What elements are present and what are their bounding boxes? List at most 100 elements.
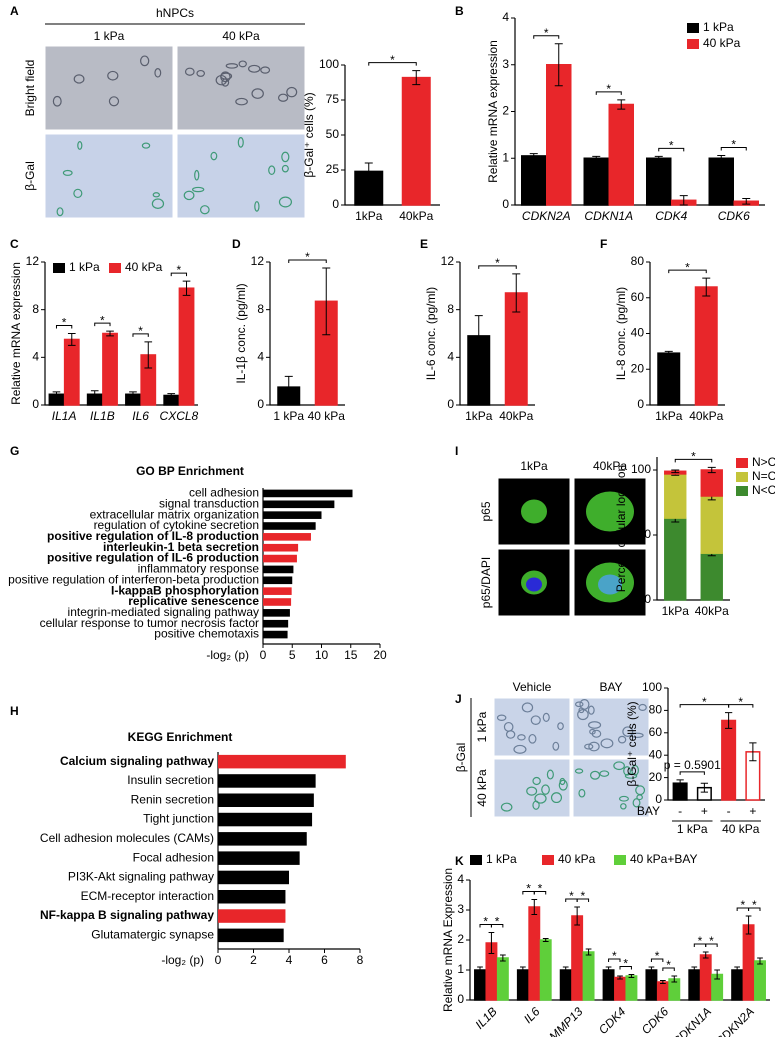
error-bar [364,162,373,181]
bar [263,511,322,519]
bar [474,969,486,1001]
error-bar [664,350,673,356]
cell [251,88,264,99]
cell [260,66,271,74]
error-bar [734,966,740,974]
legend-swatch [109,263,121,273]
significance-label: * [666,958,671,972]
image-row-label: 40 kPa [475,769,489,807]
y-category-label: cell adhesion [189,486,259,500]
panel-letter: C [10,237,19,251]
panel-letter: K [455,854,464,868]
legend-label: N<C [752,483,775,497]
cell [152,192,161,198]
bar [614,976,626,1001]
error-bar [660,980,666,984]
cell [532,776,541,786]
legend-label: N=C [752,469,775,483]
cell [505,730,516,739]
cell [281,164,289,173]
significance-label: * [100,313,105,327]
x-tick-label: 20 [373,648,387,662]
error-bar [605,966,612,974]
cell [254,201,260,212]
bar [263,630,288,639]
bar [263,554,297,563]
y-tick-label: 8 [447,302,454,316]
significance-label: * [691,450,696,464]
legend-swatch [470,855,482,865]
significance-label: * [138,324,143,338]
y-category-label: inflammatory response [138,562,260,576]
y-tick-label: 0 [655,792,662,806]
bar [645,969,658,1001]
y-category-label: interleukin-1 beta secretion [103,540,259,554]
panel-letter: J [455,692,462,706]
y-tick-label: 4 [502,10,509,24]
x-tick-label: 2 [250,953,257,967]
x-tick-label: 1kPa [355,209,383,223]
cell [199,205,210,215]
error-bar [474,315,483,357]
bar [401,76,431,206]
significance-bracket [595,91,622,95]
significance-label: * [495,256,500,270]
error-bar [67,333,76,346]
bar [700,495,723,554]
cell [215,74,228,86]
significance-bracket [668,269,707,274]
bar [263,500,335,509]
cell [52,95,62,107]
error-bar [702,951,709,959]
cell [210,151,218,161]
x-tick-label: CDKN2A [522,209,571,223]
y-tick-label: 4 [32,350,39,364]
error-bar [628,974,635,978]
image-column-label: 40 kPa [222,29,260,43]
panel-letter: A [10,4,19,18]
y-category-label: positive chemotaxis [154,627,259,641]
significance-bracket [55,325,73,329]
y-category-label: Focal adhesion [133,850,214,864]
y-axis-label: β-Gal⁺ cells (%) [302,92,316,177]
significance-label: * [526,882,531,896]
error-bar [520,966,526,974]
x-tick-label: CDKN1A [584,209,633,223]
bar [516,969,529,1001]
y-tick-label: 12 [251,254,265,268]
y-tick-label: 40 [649,747,663,761]
significance-label: * [305,250,310,264]
bar [263,609,290,617]
significance-label: * [538,882,543,896]
x-tick-label: IL6 [521,1004,543,1026]
group-axis-label: BAY [637,804,660,818]
cell [591,729,602,738]
significance-label: * [581,889,586,903]
bar [688,969,701,1001]
error-bar [654,155,663,161]
significance-bracket [679,704,730,708]
legend-swatch [736,458,748,468]
cell [552,741,560,751]
x-tick-label: 40kPa [689,409,723,423]
y-tick-label: 12 [26,254,40,268]
x-tick-label: CDK6 [718,209,750,223]
cell [77,141,83,150]
significance-label: * [702,695,707,709]
error-bar [529,153,538,159]
cell [141,142,151,149]
y-tick-label: 4 [457,872,464,886]
y-category-label: integrin-mediated signaling pathway [68,605,259,619]
x-tick-label: CXCL8 [160,409,199,423]
cell [534,793,547,804]
cell [281,151,290,163]
cell [107,70,119,81]
y-axis-label: IL-1β conc. (pg/ml) [234,283,248,383]
panel-letter: D [232,237,241,251]
cell [184,67,195,76]
y-axis-label: IL-8 conc. (pg/ml) [614,287,628,380]
y-category-label: Glutamatergic synapse [91,928,214,942]
bar [721,719,737,801]
cell [558,779,568,791]
cell [546,769,554,780]
